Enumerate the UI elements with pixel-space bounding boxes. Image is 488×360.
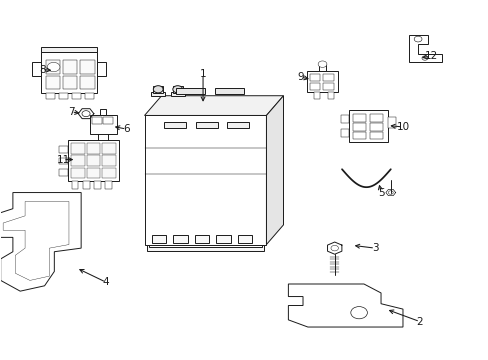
Bar [102, 156, 116, 166]
Bar [340, 129, 348, 137]
Text: 12: 12 [424, 51, 437, 61]
Bar [92, 117, 102, 124]
Bar [352, 123, 365, 131]
Bar [41, 48, 97, 52]
Bar [80, 60, 94, 74]
Bar [46, 76, 61, 89]
Circle shape [82, 111, 90, 117]
Bar [100, 109, 106, 114]
Circle shape [153, 86, 163, 93]
Bar [86, 156, 100, 166]
Bar [176, 88, 205, 94]
Bar [102, 168, 116, 179]
Bar [89, 114, 116, 134]
Bar [63, 76, 77, 89]
Bar [59, 169, 68, 176]
Bar [323, 74, 333, 81]
Bar [173, 235, 187, 243]
Circle shape [318, 61, 326, 67]
Bar [306, 71, 338, 92]
Bar [352, 132, 365, 139]
Bar [72, 93, 81, 99]
Bar [348, 110, 387, 142]
Bar [227, 122, 249, 128]
Polygon shape [144, 96, 283, 116]
Bar [59, 158, 68, 164]
Bar [103, 117, 113, 124]
Bar [369, 132, 382, 139]
Bar [46, 93, 55, 99]
Bar [82, 181, 89, 189]
Bar [71, 168, 84, 179]
Bar [151, 92, 164, 96]
Bar [102, 143, 116, 154]
Text: 8: 8 [39, 64, 45, 75]
Text: 7: 7 [68, 107, 75, 117]
Bar [85, 93, 94, 99]
Bar [323, 83, 333, 90]
Bar [216, 235, 230, 243]
Polygon shape [408, 35, 441, 62]
Bar [369, 123, 382, 131]
Text: 4: 4 [102, 277, 109, 287]
Bar [153, 86, 163, 93]
Bar [328, 92, 333, 99]
Text: 3: 3 [371, 243, 378, 253]
Polygon shape [0, 193, 81, 291]
Bar [237, 235, 252, 243]
Text: 1: 1 [199, 69, 206, 79]
Circle shape [387, 191, 392, 194]
Text: 11: 11 [57, 154, 70, 165]
Bar [86, 143, 100, 154]
Bar [86, 168, 100, 179]
Bar [97, 62, 105, 76]
Bar [72, 181, 78, 189]
Bar [63, 60, 77, 74]
Bar [152, 235, 166, 243]
Bar [59, 146, 68, 153]
Text: 10: 10 [396, 122, 408, 132]
Bar [71, 156, 84, 166]
Bar [194, 235, 209, 243]
Bar [172, 86, 182, 93]
Bar [309, 74, 320, 81]
Bar [105, 181, 112, 189]
Bar [94, 181, 101, 189]
Bar [318, 64, 326, 71]
Bar [313, 92, 319, 99]
Text: 2: 2 [416, 317, 423, 327]
Bar [387, 117, 395, 128]
Circle shape [350, 307, 366, 319]
Bar [309, 83, 320, 90]
Bar [68, 140, 119, 181]
Bar [59, 93, 68, 99]
Bar [144, 116, 266, 244]
Bar [41, 52, 97, 93]
Bar [71, 143, 84, 154]
Bar [340, 116, 348, 123]
Bar [149, 244, 261, 247]
Bar [215, 88, 244, 94]
Bar [32, 62, 41, 76]
Circle shape [330, 246, 338, 251]
Polygon shape [288, 284, 402, 327]
Circle shape [47, 62, 60, 72]
Bar [46, 60, 61, 74]
Text: 5: 5 [377, 188, 384, 198]
Bar [369, 114, 382, 122]
Bar [195, 122, 217, 128]
Text: 6: 6 [123, 124, 129, 134]
Circle shape [413, 36, 421, 42]
Bar [352, 114, 365, 122]
Bar [147, 244, 264, 251]
Circle shape [172, 86, 182, 93]
Bar [163, 122, 185, 128]
Bar [80, 76, 94, 89]
Bar [170, 92, 184, 96]
Text: 9: 9 [297, 72, 303, 82]
Polygon shape [266, 96, 283, 244]
Circle shape [421, 56, 427, 60]
